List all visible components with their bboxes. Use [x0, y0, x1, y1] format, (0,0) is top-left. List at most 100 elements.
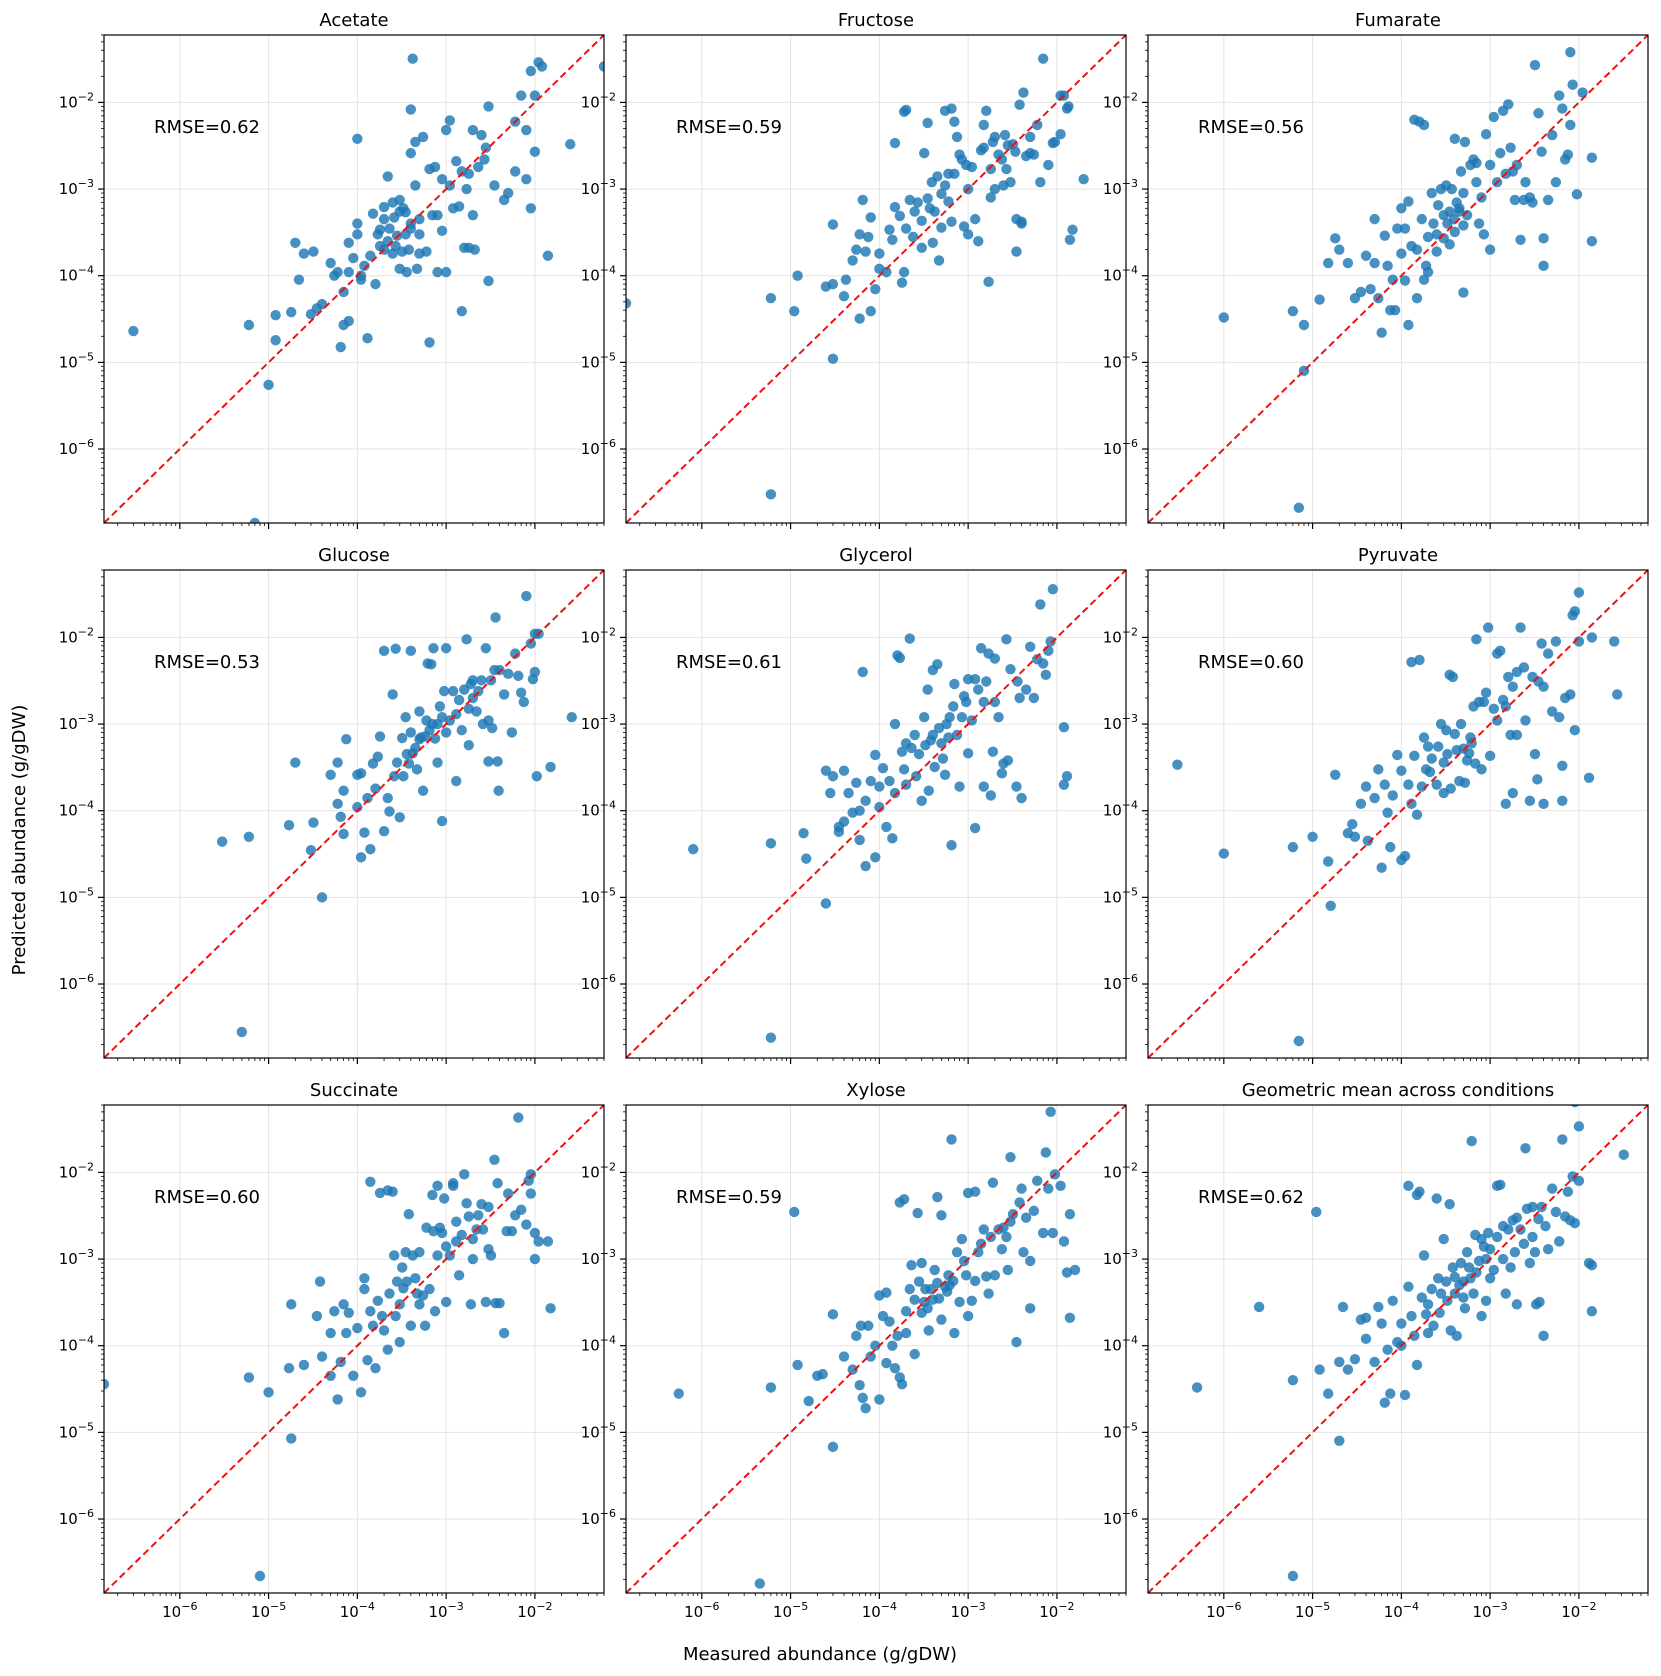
data-point	[1376, 1318, 1387, 1329]
data-point	[414, 706, 425, 717]
data-point	[1476, 764, 1487, 775]
scatter-points	[673, 1106, 1081, 1589]
data-point	[1422, 1327, 1434, 1339]
data-point	[1534, 1296, 1545, 1308]
data-point	[1511, 729, 1523, 741]
data-point	[565, 138, 576, 150]
y-tick-label: 10−5	[581, 350, 616, 371]
data-point	[1376, 327, 1387, 338]
plot-frame	[625, 569, 1127, 1059]
data-point	[1379, 230, 1390, 241]
data-point	[461, 634, 472, 645]
data-point	[1500, 1288, 1511, 1299]
data-point	[477, 1224, 489, 1235]
data-point	[390, 1310, 401, 1322]
data-point	[542, 1236, 554, 1247]
data-point	[1418, 732, 1430, 743]
data-point	[896, 277, 908, 288]
rmse-annotation: RMSE=0.61	[676, 652, 782, 673]
data-point	[923, 785, 934, 796]
data-point	[932, 1191, 943, 1203]
data-point	[216, 836, 228, 847]
data-point	[1503, 99, 1514, 110]
data-point	[378, 826, 390, 837]
scatter-points	[1172, 587, 1623, 1047]
data-point	[1538, 798, 1549, 810]
data-point	[827, 278, 839, 290]
data-point	[907, 231, 919, 243]
data-point	[1387, 1295, 1398, 1306]
data-point	[405, 1320, 417, 1331]
data-point	[338, 828, 349, 840]
data-point	[1471, 634, 1482, 645]
data-point	[1307, 831, 1318, 843]
data-point	[827, 219, 839, 230]
y-tick-label: 10−5	[59, 885, 94, 906]
panel-grid: 10−610−510−410−310−2AcetateRMSE=0.6210−6…	[59, 10, 1649, 1621]
data-point	[498, 1327, 510, 1339]
data-point	[490, 612, 501, 623]
data-point	[1360, 1333, 1372, 1345]
data-point	[981, 1271, 992, 1282]
x-tick-label: 10−6	[684, 1600, 719, 1621]
x-tick-label: 10−6	[162, 1600, 197, 1621]
data-point	[1444, 1198, 1455, 1210]
data-point	[1458, 220, 1469, 231]
data-point	[1064, 1312, 1076, 1324]
y-tick-label: 10−2	[1103, 90, 1138, 111]
data-point	[389, 771, 400, 782]
data-point	[387, 1186, 398, 1197]
data-point	[1428, 1320, 1439, 1331]
data-point	[403, 758, 415, 769]
data-point	[1491, 715, 1503, 726]
data-point	[1424, 766, 1436, 778]
data-point	[359, 260, 370, 272]
data-point	[384, 1288, 395, 1299]
rmse-annotation: RMSE=0.62	[154, 117, 260, 138]
data-point	[1463, 1262, 1475, 1273]
data-point	[521, 590, 532, 602]
plot-frame	[1147, 34, 1649, 524]
data-point	[480, 643, 492, 654]
data-point	[973, 236, 984, 247]
data-point	[343, 315, 354, 327]
data-point	[1533, 1213, 1544, 1225]
y-tick-label: 10−3	[59, 712, 94, 733]
data-point	[1459, 136, 1471, 148]
data-point	[1473, 218, 1485, 229]
data-point	[1392, 223, 1403, 234]
data-point	[1024, 641, 1036, 652]
data-point	[913, 1276, 925, 1287]
data-point	[410, 1273, 421, 1284]
data-point	[1422, 266, 1434, 278]
data-point	[1571, 189, 1583, 200]
x-tick-label: 10−3	[950, 1600, 985, 1621]
data-point	[1618, 1149, 1629, 1160]
data-point	[754, 1578, 765, 1589]
data-point	[1293, 1035, 1305, 1047]
data-point	[1495, 1179, 1506, 1190]
data-point	[909, 729, 920, 741]
data-point	[892, 1330, 903, 1342]
rmse-annotation: RMSE=0.59	[676, 117, 782, 138]
panel-title: Succinate	[310, 1080, 398, 1101]
data-point	[338, 785, 349, 796]
data-point	[447, 1178, 459, 1189]
data-point	[436, 1227, 448, 1239]
rmse-annotation: RMSE=0.53	[154, 652, 260, 673]
data-point	[1482, 622, 1494, 633]
data-point	[985, 192, 997, 203]
data-point	[820, 898, 832, 909]
data-point	[384, 806, 395, 817]
data-point	[1441, 724, 1452, 736]
panel-title: Glucose	[318, 545, 390, 566]
data-point	[444, 115, 456, 126]
data-point	[1527, 1201, 1538, 1213]
data-point	[881, 1287, 892, 1298]
data-point	[428, 643, 439, 654]
plot-frame	[103, 1104, 605, 1594]
data-point	[286, 306, 297, 318]
data-point	[1411, 809, 1423, 820]
data-point	[440, 266, 452, 278]
